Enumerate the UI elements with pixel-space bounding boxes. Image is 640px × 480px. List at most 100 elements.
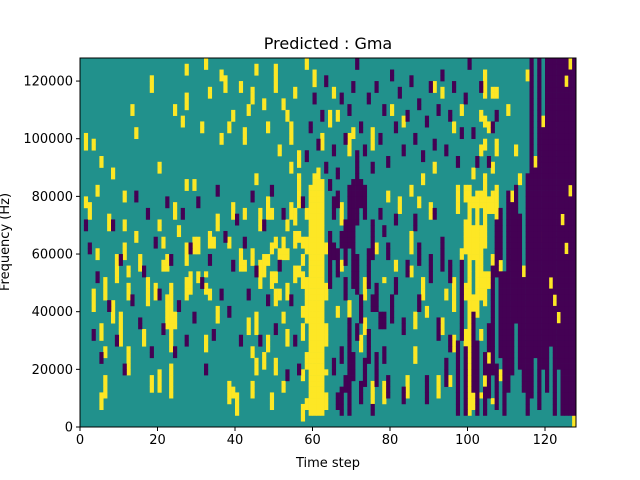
low-cell (510, 305, 515, 312)
low-cell (510, 328, 515, 336)
high-cell (324, 242, 329, 249)
high-cell (475, 259, 480, 266)
low-cell (548, 196, 554, 203)
high-cell (114, 277, 120, 284)
high-cell (304, 58, 309, 65)
high-cell (316, 288, 321, 295)
high-cell (300, 323, 306, 330)
high-cell (452, 121, 457, 128)
low-cell (331, 207, 337, 214)
low-cell (537, 369, 542, 376)
low-cell (537, 259, 542, 266)
low-cell (517, 363, 523, 370)
high-cell (475, 282, 480, 289)
high-cell (308, 340, 313, 347)
high-cell (231, 207, 236, 214)
low-cell (436, 323, 441, 330)
high-cell (196, 277, 201, 284)
high-cell (320, 363, 325, 370)
low-cell (331, 242, 337, 249)
low-cell (572, 213, 577, 220)
high-cell (432, 81, 437, 88)
low-cell (541, 328, 546, 336)
high-cell (122, 254, 127, 261)
low-cell (417, 259, 422, 266)
low-cell (545, 352, 550, 359)
low-cell (510, 311, 515, 318)
low-cell (374, 380, 379, 387)
high-cell (320, 236, 325, 243)
low-cell (537, 127, 542, 134)
high-cell (409, 271, 414, 278)
low-cell (568, 323, 573, 330)
low-cell (370, 300, 375, 307)
high-cell (176, 225, 182, 232)
high-cell (467, 265, 472, 272)
low-cell (328, 242, 333, 249)
high-cell (316, 236, 321, 243)
low-cell (560, 380, 565, 387)
x-tick-label: 120 (533, 433, 558, 448)
low-cell (568, 86, 573, 93)
high-cell (304, 236, 309, 243)
high-cell (436, 392, 441, 399)
high-cell (238, 248, 244, 255)
high-cell (262, 259, 267, 266)
low-cell (545, 58, 550, 65)
low-cell (541, 144, 546, 151)
low-cell (351, 225, 356, 232)
low-cell (401, 150, 406, 157)
high-cell (316, 363, 321, 370)
high-cell (219, 138, 224, 145)
low-cell (564, 311, 569, 318)
high-cell (165, 259, 170, 266)
low-cell (552, 213, 557, 220)
high-cell (494, 213, 499, 220)
low-cell (502, 323, 507, 330)
low-cell (502, 369, 507, 376)
low-cell (529, 161, 534, 168)
low-cell (514, 311, 519, 318)
high-cell (215, 225, 220, 232)
low-cell (529, 179, 534, 186)
high-cell (242, 132, 247, 140)
high-cell (273, 363, 278, 370)
low-cell (471, 311, 476, 318)
high-cell (297, 184, 302, 191)
low-cell (572, 63, 577, 70)
low-cell (572, 115, 577, 122)
low-cell (525, 357, 530, 364)
high-cell (103, 352, 108, 359)
high-cell (463, 242, 468, 249)
high-cell (242, 213, 247, 220)
low-cell (537, 311, 542, 318)
high-cell (467, 184, 472, 191)
low-cell (486, 334, 492, 341)
low-cell (564, 104, 569, 111)
low-cell (490, 294, 495, 301)
high-cell (467, 346, 472, 353)
low-cell (188, 242, 193, 249)
low-cell (378, 213, 383, 220)
high-cell (134, 132, 139, 140)
low-cell (339, 386, 344, 393)
high-cell (266, 259, 271, 266)
low-cell (537, 219, 542, 226)
low-cell (529, 92, 534, 99)
low-cell (521, 282, 526, 289)
low-cell (339, 352, 344, 359)
low-cell (506, 346, 511, 353)
low-cell (432, 207, 437, 214)
high-cell (111, 167, 116, 174)
low-cell (475, 386, 480, 393)
low-cell (413, 225, 418, 232)
low-cell (366, 92, 371, 99)
low-cell (556, 138, 561, 145)
low-cell (370, 225, 375, 232)
low-cell (366, 328, 371, 336)
high-cell (266, 334, 271, 341)
low-cell (293, 334, 298, 341)
low-cell (514, 305, 519, 312)
low-cell (568, 230, 573, 238)
high-cell (475, 196, 480, 203)
